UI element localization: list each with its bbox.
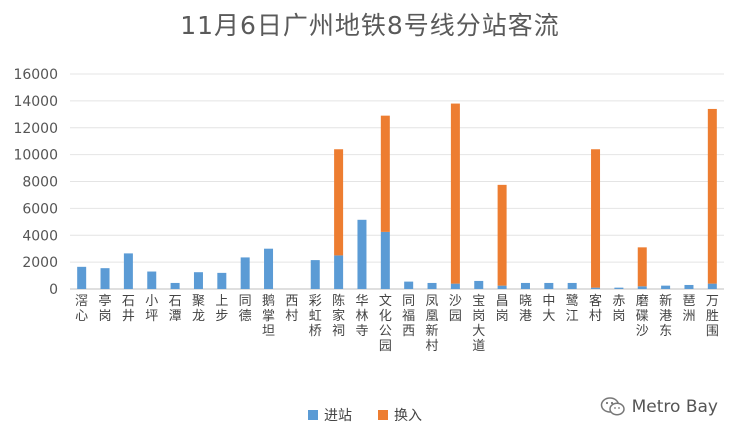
- bar-entry: [474, 280, 484, 289]
- bar-entry: [497, 285, 507, 289]
- x-tick-label: 石潭: [169, 294, 182, 324]
- bar-entry: [707, 283, 717, 289]
- gridlines: [70, 73, 724, 290]
- x-tick-label: 沙园: [449, 294, 462, 324]
- x-tick-label: 彩虹桥: [309, 294, 322, 339]
- y-tick-label: 12000: [13, 121, 58, 137]
- bar-entry: [544, 282, 554, 289]
- bar-entry: [334, 255, 344, 289]
- x-tick-label: 新港东: [659, 293, 672, 339]
- x-tick-label: 聚龙: [192, 294, 205, 324]
- y-tick-label: 2000: [22, 255, 58, 271]
- bar-transfer: [637, 247, 647, 287]
- watermark-text: Metro Bay: [631, 397, 718, 417]
- x-tick-label: 小坪: [145, 294, 158, 324]
- x-tick-label: 上步: [215, 294, 228, 324]
- y-axis-ticks: 0 2000 4000 6000 8000 10000 12000 14000 16000: [13, 67, 58, 298]
- bar-transfer: [334, 149, 344, 256]
- bar-entry: [147, 271, 157, 289]
- bar-entry: [264, 248, 274, 289]
- bar-entry: [77, 266, 87, 289]
- legend: 进站 换入: [308, 405, 442, 425]
- x-tick-label: 陈家祠: [332, 293, 345, 339]
- bar-entry: [240, 257, 250, 289]
- x-tick-label: 琶洲: [682, 294, 695, 324]
- y-tick-label: 14000: [13, 94, 58, 110]
- wechat-icon: [600, 397, 625, 416]
- y-tick-label: 16000: [13, 67, 58, 83]
- legend-item-transfer: 换入: [378, 405, 422, 425]
- bar-entry: [661, 285, 671, 289]
- watermark: Metro Bay: [600, 396, 718, 418]
- bar-entry: [310, 260, 320, 289]
- legend-swatch-entry: [308, 410, 318, 420]
- x-tick-label: 石井: [122, 294, 135, 324]
- chart-title: 11月6日广州地铁8号线分站客流: [180, 11, 560, 40]
- x-tick-label: 西村: [285, 294, 298, 324]
- x-tick-label: 晓港: [519, 294, 532, 324]
- x-tick-label: 万胜围: [706, 294, 719, 339]
- x-tick-label: 鹅掌坦: [262, 293, 275, 339]
- bar-entry: [380, 231, 390, 289]
- x-tick-label: 赤岗: [612, 294, 625, 324]
- bars: [77, 103, 717, 289]
- bar-entry: [614, 287, 624, 289]
- legend-item-entry: 进站: [308, 405, 352, 425]
- y-tick-label: 6000: [22, 201, 58, 217]
- bar-entry: [567, 282, 577, 289]
- x-tick-label: 磨碟沙: [636, 294, 649, 339]
- bar-entry: [170, 282, 180, 289]
- x-tick-label: 文化公园: [379, 294, 392, 354]
- bar-entry: [684, 284, 694, 289]
- x-tick-label: 昌岗: [496, 294, 509, 324]
- bar-transfer: [591, 149, 601, 288]
- bar-transfer: [707, 108, 717, 284]
- bar-entry: [100, 268, 110, 289]
- y-tick-label: 0: [49, 282, 58, 298]
- bar-transfer: [380, 115, 390, 232]
- bar-entry: [404, 281, 414, 289]
- x-tick-label: 亭岗: [99, 293, 112, 324]
- bar-entry: [357, 219, 367, 289]
- bar-entry: [520, 282, 530, 289]
- y-tick-label: 4000: [22, 228, 58, 244]
- x-tick-label: 鹭江: [566, 293, 579, 324]
- x-tick-label: 同德: [239, 294, 252, 324]
- x-tick-label: 凤凰新村: [426, 294, 439, 354]
- x-tick-label: 中大: [542, 294, 555, 324]
- x-tick-label: 同福西: [402, 294, 415, 339]
- legend-label-transfer: 换入: [394, 408, 422, 424]
- bar-entry: [193, 272, 203, 289]
- bar-entry: [450, 283, 460, 289]
- legend-label-entry: 进站: [324, 408, 352, 424]
- x-axis-labels: 滘心亭岗石井小坪石潭聚龙上步同德鹅掌坦西村彩虹桥陈家祠华林寺文化公园同福西凤凰新…: [75, 293, 719, 354]
- x-tick-label: 华林寺: [355, 294, 368, 339]
- y-tick-label: 8000: [22, 175, 58, 191]
- legend-swatch-transfer: [378, 410, 388, 420]
- bar-entry: [123, 253, 133, 289]
- bar-transfer: [497, 184, 507, 286]
- bar-entry: [637, 286, 647, 289]
- bar-entry: [427, 282, 437, 289]
- y-tick-label: 10000: [13, 148, 58, 164]
- x-tick-label: 客村: [589, 293, 602, 324]
- bar-transfer: [450, 103, 460, 284]
- bar-entry: [591, 287, 601, 289]
- x-tick-label: 滘心: [75, 294, 88, 324]
- bar-entry: [217, 272, 227, 289]
- x-tick-label: 宝岗大道: [472, 294, 485, 354]
